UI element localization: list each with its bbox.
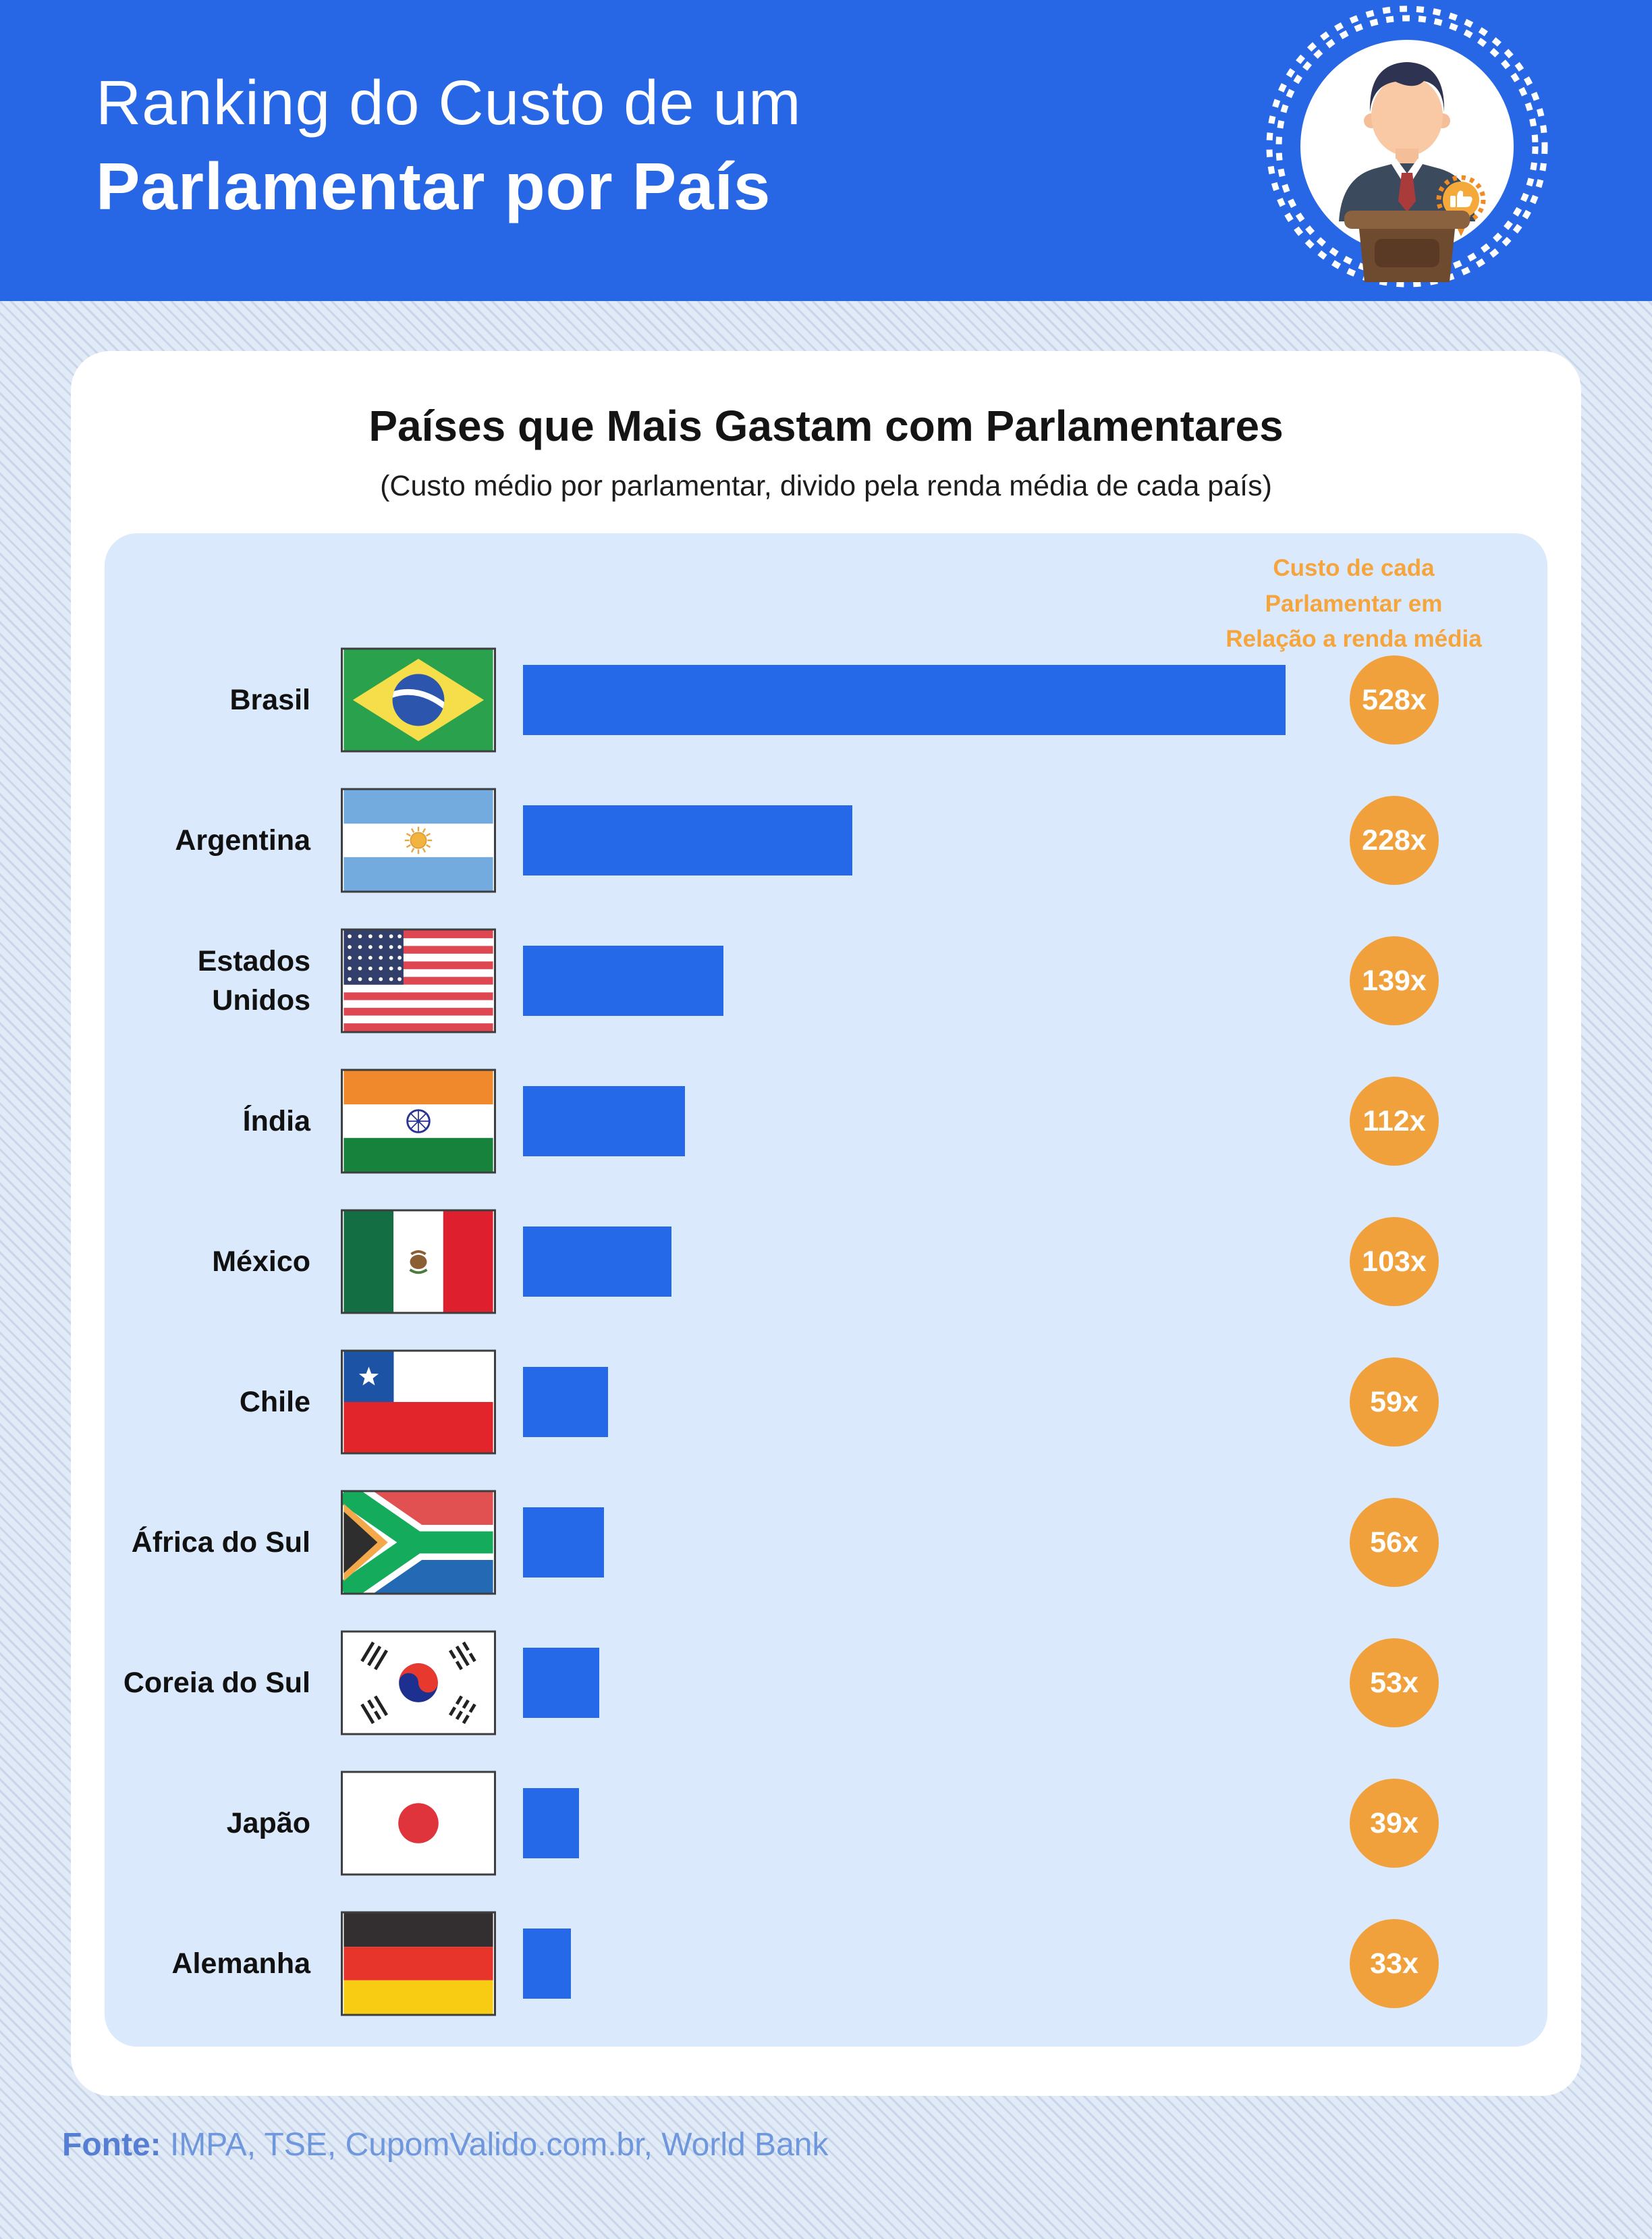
bar-japao <box>523 1788 580 1858</box>
page-title: Ranking do Custo de um Parlamentar por P… <box>96 62 802 230</box>
bar-track <box>523 1086 1286 1156</box>
value-column-note: Custo de cada Parlamentar em Relação a r… <box>1195 551 1512 657</box>
bar-track <box>523 946 1286 1016</box>
japan-flag-icon <box>341 1771 496 1876</box>
chart-row-coreia-do-sul: Coreia do Sul <box>105 1613 1547 1753</box>
value-column-note-line1: Custo de cada <box>1273 555 1435 581</box>
bar-track <box>523 1367 1286 1437</box>
chart-row-japao: Japão 39x <box>105 1753 1547 1893</box>
chart-row-brasil: Brasil 528x <box>105 630 1547 770</box>
chart-panel: Custo de cada Parlamentar em Relação a r… <box>105 533 1547 2047</box>
bar-track <box>523 805 1286 875</box>
bar-india <box>523 1086 685 1156</box>
bar-track <box>523 665 1286 735</box>
bar-brasil <box>523 665 1286 735</box>
country-label: Chile <box>239 1385 310 1418</box>
value-badge: 112x <box>1350 1077 1439 1166</box>
country-label: Estados Unidos <box>197 944 310 1017</box>
value-column-note-line2: Parlamentar em <box>1265 590 1443 617</box>
chart-card: Países que Mais Gastam com Parlamentares… <box>71 351 1581 2096</box>
bar-africa-do-sul <box>523 1507 604 1577</box>
source-note: Fonte: IMPA, TSE, CupomValido.com.br, Wo… <box>62 2126 828 2163</box>
bar-argentina <box>523 805 852 875</box>
country-label: Argentina <box>175 824 310 857</box>
mexico-flag-icon <box>341 1209 496 1314</box>
value-badge: 139x <box>1350 936 1439 1025</box>
chart-row-estados-unidos: Estados Unidos <box>105 911 1547 1051</box>
chart-row-alemanha: Alemanha 33x <box>105 1893 1547 2034</box>
value-badge: 103x <box>1350 1217 1439 1306</box>
value-badge: 56x <box>1350 1498 1439 1587</box>
argentina-flag-icon <box>341 788 496 893</box>
parliamentarian-mascot-icon <box>1266 5 1548 288</box>
bar-track <box>523 1226 1286 1297</box>
bar-track <box>523 1648 1286 1718</box>
value-badge: 228x <box>1350 796 1439 885</box>
south-africa-flag-icon <box>341 1490 496 1595</box>
bar-track <box>523 1788 1286 1858</box>
south-korea-flag-icon <box>341 1630 496 1735</box>
value-badge: 528x <box>1350 655 1439 745</box>
value-badge: 39x <box>1350 1779 1439 1868</box>
chart-row-mexico: México 103x <box>105 1191 1547 1332</box>
page-title-line1: Ranking do Custo de um <box>96 68 802 138</box>
chile-flag-icon <box>341 1349 496 1455</box>
country-label: Índia <box>242 1104 310 1137</box>
chart-row-chile: Chile 59x <box>105 1332 1547 1472</box>
value-badge: 59x <box>1350 1357 1439 1447</box>
page-title-line2: Parlamentar por País <box>96 149 771 223</box>
bar-chile <box>523 1367 609 1437</box>
bar-coreia-do-sul <box>523 1648 600 1718</box>
source-list: IMPA, TSE, CupomValido.com.br, World Ban… <box>161 2127 829 2163</box>
value-badge: 53x <box>1350 1638 1439 1727</box>
country-label: Brasil <box>229 683 310 716</box>
brazil-flag-icon <box>341 647 496 753</box>
bar-estados-unidos <box>523 946 724 1016</box>
country-label: Coreia do Sul <box>123 1666 310 1699</box>
country-label: Alemanha <box>171 1947 310 1980</box>
chart-subtitle: (Custo médio por parlamentar, divido pel… <box>380 470 1272 502</box>
india-flag-icon <box>341 1069 496 1174</box>
chart-row-india: Índia 112x <box>105 1051 1547 1191</box>
header-banner: Ranking do Custo de um Parlamentar por P… <box>0 0 1652 301</box>
chart-title: Países que Mais Gastam com Parlamentares <box>368 402 1284 450</box>
bar-chart: Brasil 528x Argentina <box>105 630 1547 2034</box>
value-column-note-line3: Relação a renda média <box>1226 626 1482 652</box>
chart-row-argentina: Argentina <box>105 770 1547 911</box>
country-label: México <box>212 1245 310 1278</box>
bar-track <box>523 1928 1286 1999</box>
country-label: África do Sul <box>131 1526 310 1559</box>
bar-alemanha <box>523 1928 571 1999</box>
value-badge: 33x <box>1350 1919 1439 2008</box>
country-label: Japão <box>226 1806 310 1839</box>
source-label: Fonte: <box>62 2127 161 2163</box>
bar-mexico <box>523 1226 672 1297</box>
bar-track <box>523 1507 1286 1577</box>
usa-flag-icon <box>341 928 496 1033</box>
chart-row-africa-do-sul: África do Sul 56x <box>105 1472 1547 1613</box>
germany-flag-icon <box>341 1911 496 2016</box>
